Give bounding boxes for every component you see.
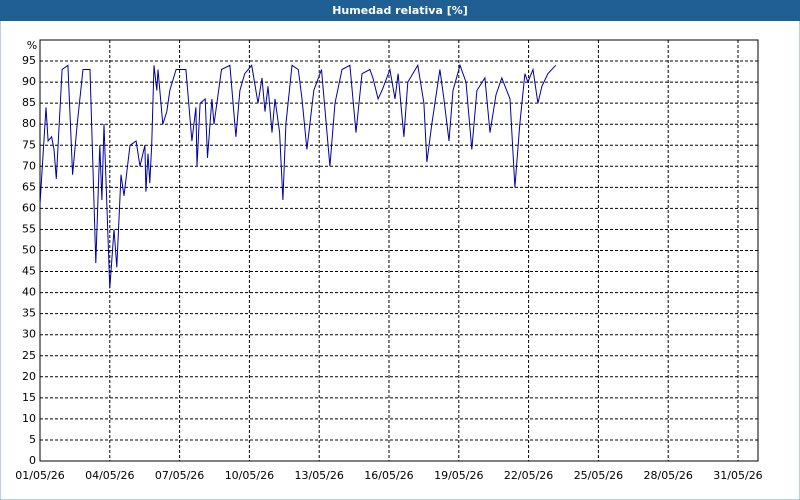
x-tick-label: 04/05/26 [85,469,134,482]
data-line [39,63,557,289]
x-tick-label: 13/05/26 [294,469,343,482]
y-tick-label: 0 [29,454,36,467]
x-tick-label: 16/05/26 [364,469,413,482]
x-tick-label: 19/05/26 [434,469,483,482]
y-tick-label: 20 [22,370,36,383]
plot-area [39,39,759,462]
chart-title: Humedad relativa [%] [332,4,468,17]
y-tick-label: 65 [22,180,36,193]
y-tick-label: 25 [22,349,36,362]
x-tick-label: 10/05/26 [225,469,274,482]
y-tick-label: 80 [22,117,36,130]
y-tick-label: 55 [22,222,36,235]
y-tick-label: 50 [22,244,36,257]
y-tick-label: 35 [22,307,36,320]
y-tick-label: 45 [22,265,36,278]
y-tick-label: 70 [22,159,36,172]
x-tick-label: 28/05/26 [643,469,692,482]
y-tick-label: 10 [22,412,36,425]
y-tick-label: 85 [22,96,36,109]
x-tick-label: 31/05/26 [713,469,762,482]
title-bar [0,0,800,21]
y-tick-label: 40 [22,286,36,299]
x-tick-label: 25/05/26 [574,469,623,482]
x-tick-label: 22/05/26 [504,469,553,482]
x-tick-label: 01/05/26 [15,469,64,482]
x-tick-label: 07/05/26 [155,469,204,482]
y-axis-label: % [27,39,37,52]
y-tick-label: 75 [22,138,36,151]
y-tick-label: 60 [22,201,36,214]
y-tick-label: 90 [22,75,36,88]
y-tick-label: 95 [22,54,36,67]
y-tick-label: 15 [22,391,36,404]
y-tick-label: 30 [22,328,36,341]
y-tick-label: 5 [29,433,36,446]
